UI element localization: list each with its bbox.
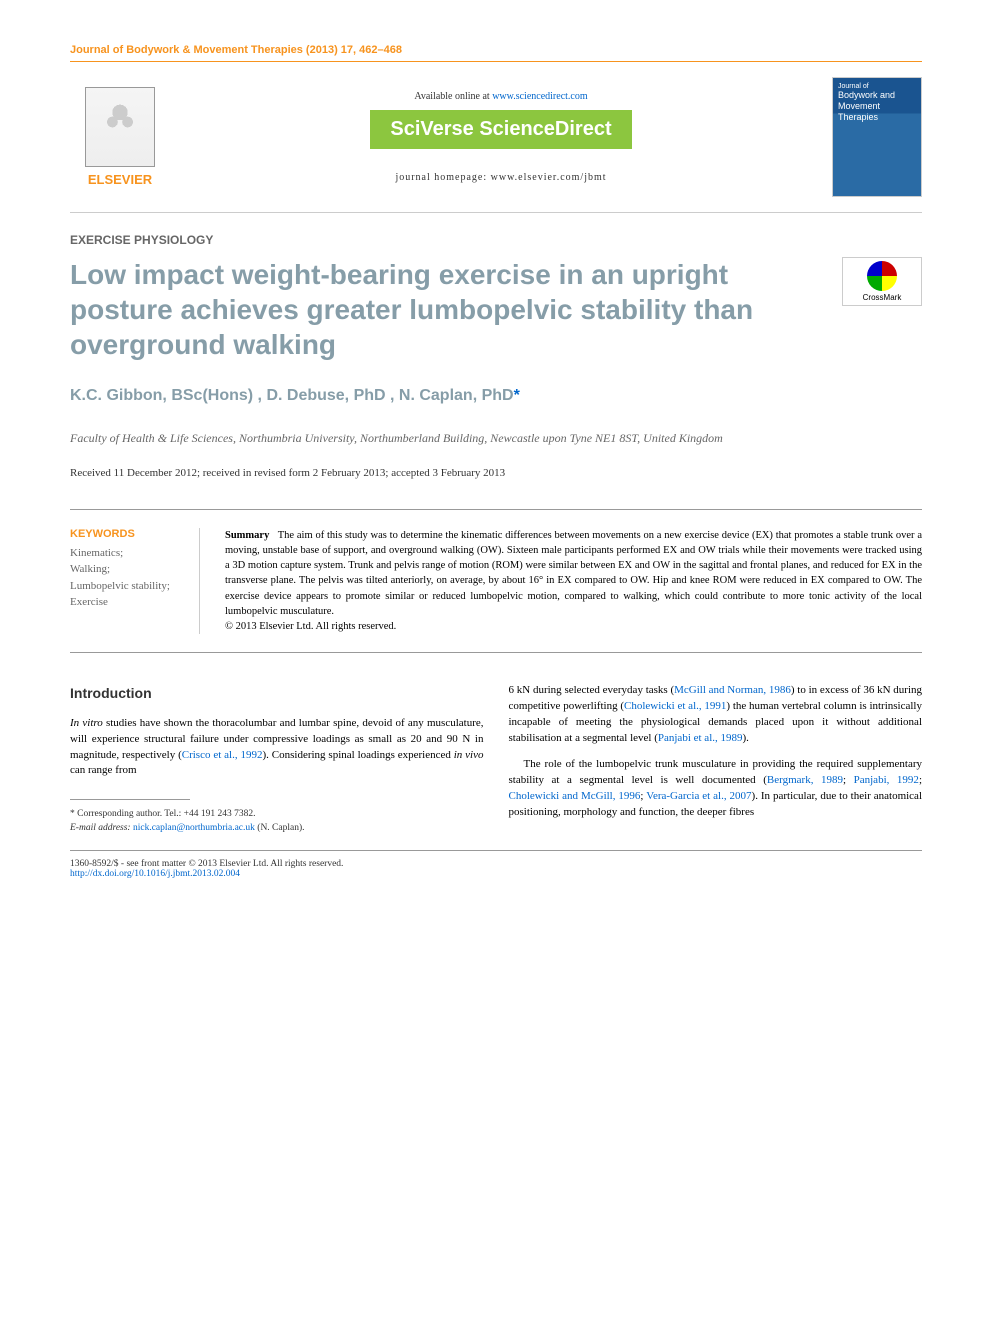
intro-para-2: 6 kN during selected everyday tasks (McG… (509, 683, 923, 747)
article-dates: Received 11 December 2012; received in r… (70, 467, 922, 479)
header-citation-bar: Journal of Bodywork & Movement Therapies… (70, 40, 922, 62)
journal-cover[interactable]: Journal of Bodywork and Movement Therapi… (832, 77, 922, 197)
sciencedirect-link[interactable]: www.sciencedirect.com (492, 91, 587, 102)
cite-cholewicki91[interactable]: Cholewicki et al., 1991 (624, 700, 726, 712)
email-link[interactable]: nick.caplan@northumbria.ac.uk (133, 823, 255, 833)
header-citation: Journal of Bodywork & Movement Therapies… (70, 44, 402, 56)
cite-crisco[interactable]: Crisco et al., 1992 (182, 749, 263, 761)
corresponding-asterisk[interactable]: * (514, 387, 520, 404)
section-label: EXERCISE PHYSIOLOGY (70, 233, 922, 247)
available-online: Available online at www.sciencedirect.co… (170, 91, 832, 102)
footnote-separator (70, 799, 190, 800)
cite-veragarcia[interactable]: Vera-Garcia et al., 2007 (646, 790, 751, 802)
summary-copyright: © 2013 Elsevier Ltd. All rights reserved… (225, 621, 396, 632)
intro-para-1: In vitro studies have shown the thoracol… (70, 716, 484, 780)
crossmark-icon (867, 261, 897, 291)
keywords-list: Kinematics; Walking; Lumbopelvic stabili… (70, 545, 184, 611)
article-title: Low impact weight-bearing exercise in an… (70, 257, 842, 362)
body-columns: Introduction In vitro studies have shown… (70, 683, 922, 835)
summary-text: The aim of this study was to determine t… (225, 530, 922, 617)
affiliation: Faculty of Health & Life Sciences, North… (70, 430, 922, 447)
cite-panjabi89[interactable]: Panjabi et al., 1989 (658, 732, 743, 744)
left-column: Introduction In vitro studies have shown… (70, 683, 484, 835)
elsevier-tree-icon (85, 87, 155, 167)
cite-cholewicki96[interactable]: Cholewicki and McGill, 1996 (509, 790, 641, 802)
keywords-title: KEYWORDS (70, 528, 184, 540)
right-column: 6 kN during selected everyday tasks (McG… (509, 683, 923, 835)
doi-link[interactable]: http://dx.doi.org/10.1016/j.jbmt.2013.02… (70, 869, 240, 879)
crossmark-badge[interactable]: CrossMark (842, 257, 922, 306)
homepage-url[interactable]: www.elsevier.com/jbmt (491, 172, 607, 183)
journal-homepage: journal homepage: www.elsevier.com/jbmt (170, 172, 832, 183)
abstract-box: KEYWORDS Kinematics; Walking; Lumbopelvi… (70, 509, 922, 654)
title-row: Low impact weight-bearing exercise in an… (70, 257, 922, 362)
elsevier-text: ELSEVIER (88, 172, 152, 187)
summary-column: Summary The aim of this study was to det… (225, 528, 922, 635)
sciverse-logo[interactable]: SciVerse ScienceDirect (370, 110, 631, 149)
cite-panjabi92[interactable]: Panjabi, 1992 (854, 774, 919, 786)
intro-heading: Introduction (70, 683, 484, 703)
intro-para-3: The role of the lumbopelvic trunk muscul… (509, 757, 923, 821)
summary-label: Summary (225, 530, 269, 541)
elsevier-logo[interactable]: ELSEVIER (70, 87, 170, 187)
corresponding-author: * Corresponding author. Tel.: +44 191 24… (70, 808, 484, 835)
keywords-column: KEYWORDS Kinematics; Walking; Lumbopelvi… (70, 528, 200, 635)
footer-bar: 1360-8592/$ - see front matter © 2013 El… (70, 850, 922, 879)
center-info: Available online at www.sciencedirect.co… (170, 91, 832, 183)
cite-bergmark[interactable]: Bergmark, 1989 (767, 774, 843, 786)
top-banner: ELSEVIER Available online at www.science… (70, 77, 922, 213)
authors: K.C. Gibbon, BSc(Hons) , D. Debuse, PhD … (70, 387, 922, 405)
cite-mcgill[interactable]: McGill and Norman, 1986 (674, 684, 791, 696)
issn-line: 1360-8592/$ - see front matter © 2013 El… (70, 859, 922, 869)
